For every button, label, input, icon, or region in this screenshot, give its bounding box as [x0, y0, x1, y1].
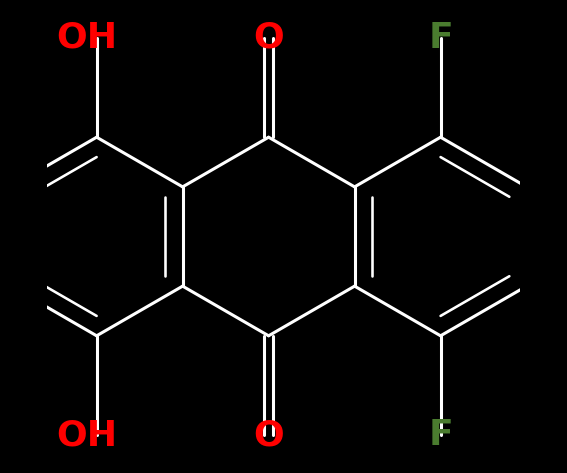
Text: F: F — [428, 21, 453, 55]
Text: OH: OH — [57, 418, 118, 452]
Text: F: F — [428, 418, 453, 452]
Text: O: O — [253, 418, 284, 452]
Text: OH: OH — [57, 21, 118, 55]
Text: O: O — [253, 21, 284, 55]
